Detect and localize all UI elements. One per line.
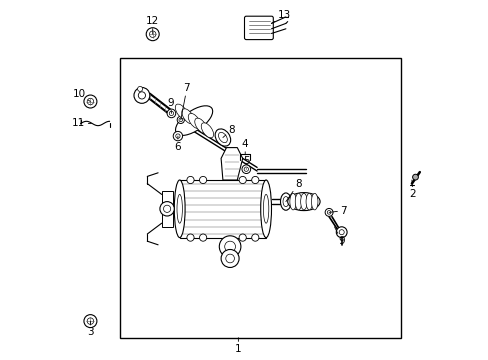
Ellipse shape xyxy=(215,129,230,146)
Ellipse shape xyxy=(174,180,185,238)
Circle shape xyxy=(173,131,182,141)
Ellipse shape xyxy=(201,123,213,138)
Ellipse shape xyxy=(311,193,317,210)
Circle shape xyxy=(160,202,174,216)
Bar xyxy=(179,180,265,238)
Circle shape xyxy=(179,118,182,122)
Circle shape xyxy=(163,205,170,212)
Circle shape xyxy=(239,176,246,184)
Circle shape xyxy=(199,176,206,184)
Text: 5: 5 xyxy=(243,156,249,169)
Circle shape xyxy=(87,318,94,324)
Ellipse shape xyxy=(260,180,271,238)
Circle shape xyxy=(199,234,206,241)
Circle shape xyxy=(251,234,258,241)
Text: 7: 7 xyxy=(181,83,190,120)
Circle shape xyxy=(149,31,156,37)
Circle shape xyxy=(84,315,97,328)
Text: 11: 11 xyxy=(72,118,91,129)
Text: 8: 8 xyxy=(223,125,235,138)
Ellipse shape xyxy=(283,197,288,207)
Circle shape xyxy=(167,109,175,118)
Circle shape xyxy=(325,208,332,216)
Ellipse shape xyxy=(305,193,312,210)
Text: 10: 10 xyxy=(72,89,90,102)
Text: 7: 7 xyxy=(328,206,346,216)
Ellipse shape xyxy=(194,118,207,133)
Circle shape xyxy=(225,254,234,263)
Text: 9: 9 xyxy=(334,227,345,246)
Ellipse shape xyxy=(188,113,200,129)
Ellipse shape xyxy=(280,193,291,210)
Circle shape xyxy=(221,249,239,267)
Text: 6: 6 xyxy=(174,136,181,152)
Ellipse shape xyxy=(177,194,182,223)
Circle shape xyxy=(219,236,241,257)
Text: 1: 1 xyxy=(235,338,241,354)
Ellipse shape xyxy=(175,106,212,135)
Circle shape xyxy=(175,134,180,138)
Text: 13: 13 xyxy=(271,10,290,23)
Circle shape xyxy=(412,174,418,180)
Text: 12: 12 xyxy=(146,16,159,34)
Circle shape xyxy=(138,92,145,99)
Circle shape xyxy=(169,111,173,116)
Circle shape xyxy=(326,211,330,214)
Circle shape xyxy=(336,227,346,238)
Text: 9: 9 xyxy=(167,98,174,113)
Circle shape xyxy=(84,95,97,108)
Polygon shape xyxy=(221,148,242,180)
FancyBboxPatch shape xyxy=(244,16,273,40)
Circle shape xyxy=(251,176,258,184)
Text: 8: 8 xyxy=(285,179,301,202)
Circle shape xyxy=(339,230,344,235)
Circle shape xyxy=(146,28,159,41)
Ellipse shape xyxy=(295,193,301,210)
Text: 4: 4 xyxy=(242,139,248,155)
Circle shape xyxy=(177,116,184,123)
Circle shape xyxy=(244,167,248,171)
Text: 3: 3 xyxy=(87,321,94,337)
Bar xyxy=(120,58,400,338)
Ellipse shape xyxy=(218,132,227,143)
Ellipse shape xyxy=(300,193,306,210)
Ellipse shape xyxy=(175,104,187,119)
Circle shape xyxy=(186,234,194,241)
Ellipse shape xyxy=(263,194,268,223)
Polygon shape xyxy=(162,191,172,227)
Circle shape xyxy=(224,241,235,252)
Circle shape xyxy=(134,87,149,103)
Circle shape xyxy=(242,165,250,174)
Circle shape xyxy=(87,98,94,105)
Circle shape xyxy=(239,234,246,241)
Ellipse shape xyxy=(287,193,320,211)
Circle shape xyxy=(186,176,194,184)
Ellipse shape xyxy=(182,109,194,124)
Circle shape xyxy=(137,86,142,91)
Ellipse shape xyxy=(289,193,296,210)
Text: 2: 2 xyxy=(409,180,415,199)
